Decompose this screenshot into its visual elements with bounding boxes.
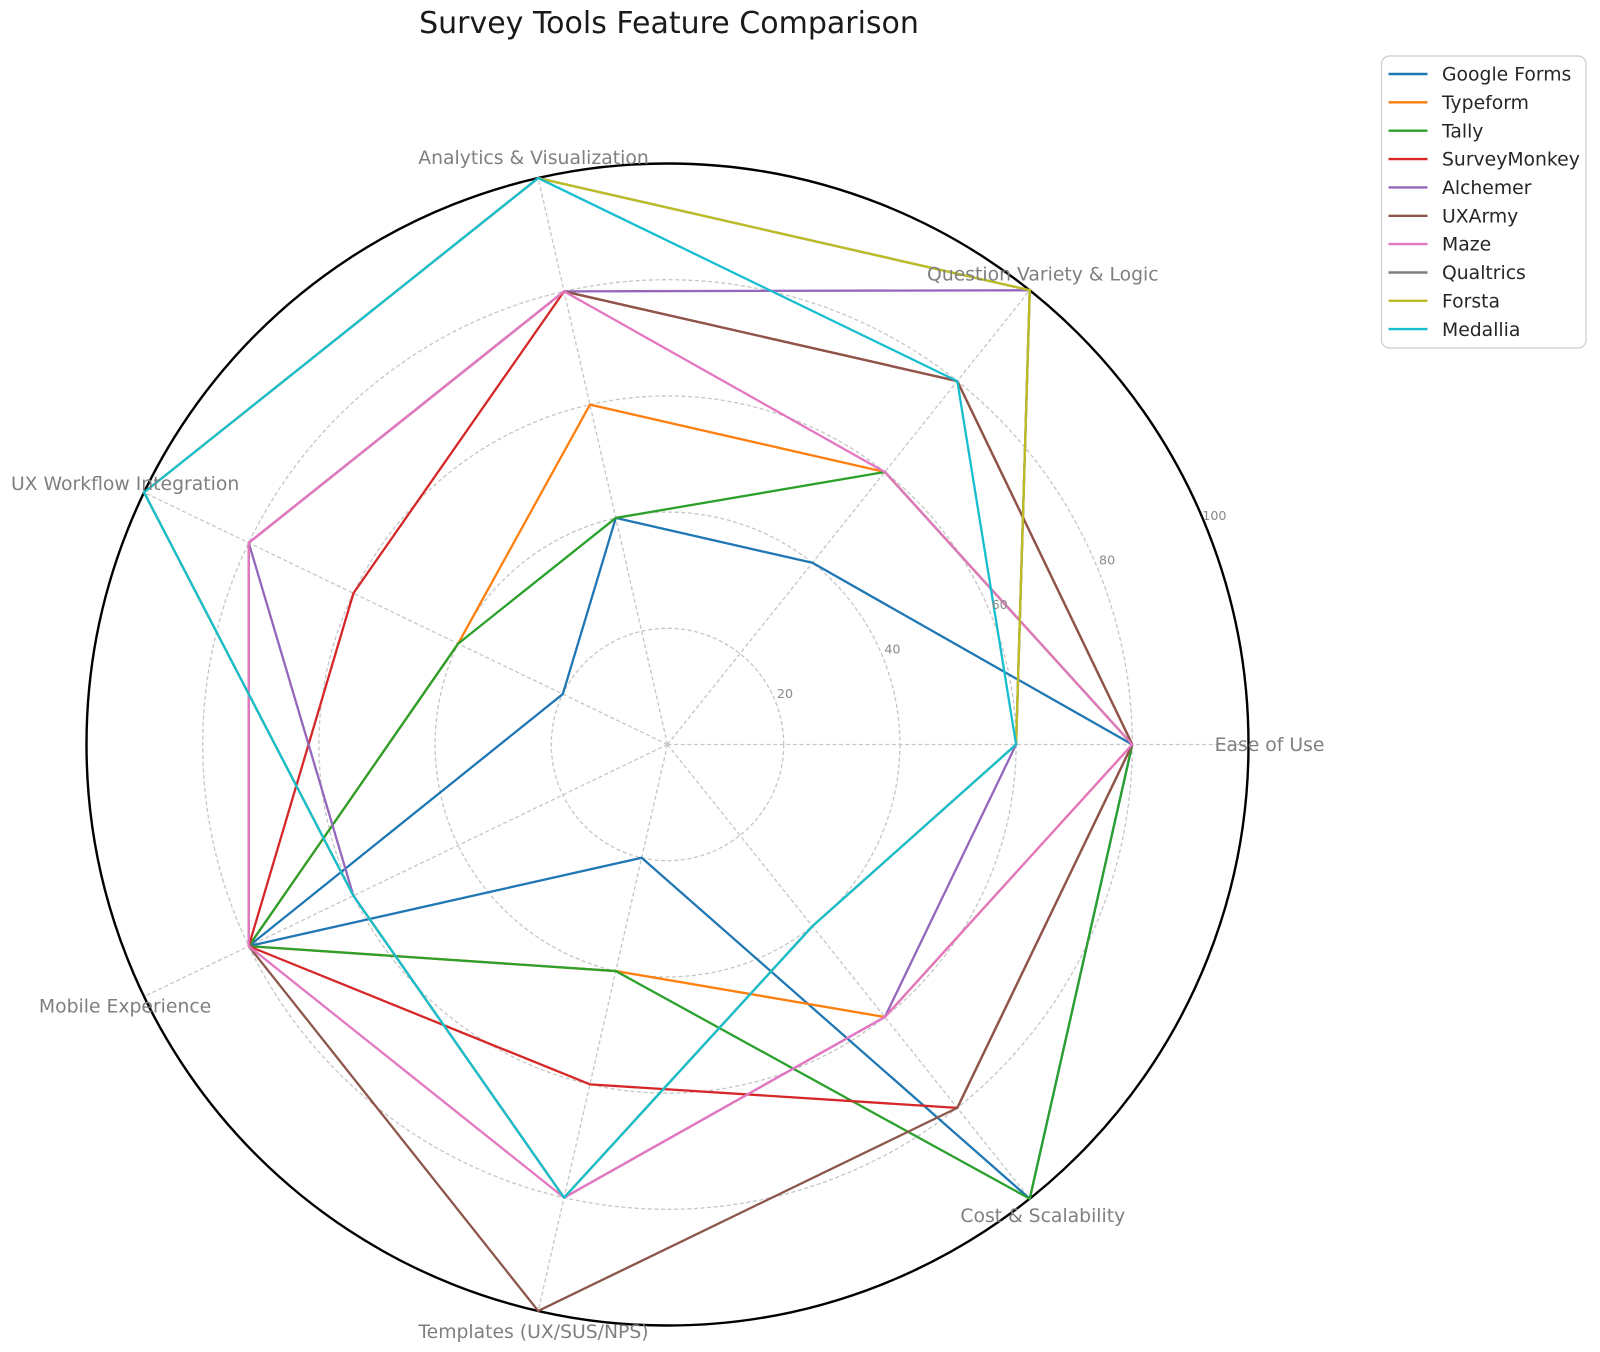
category-label-templates-ux-sus-nps: Templates (UX/SUS/NPS) — [417, 1322, 648, 1343]
series-line-surveymonkey — [247, 290, 1134, 1110]
series-layer — [142, 176, 1134, 1313]
legend-label-qualtrics: Qualtrics — [1442, 263, 1526, 284]
radial-tick-label-40: 40 — [884, 641, 900, 656]
grid-spoke-analytics-visualization — [537, 177, 669, 745]
series-line-forsta — [142, 176, 1031, 1199]
grid-spoke-ux-workflow-integration — [143, 491, 668, 746]
radial-tick-labels: 20 40 60 80 100 — [777, 508, 1227, 701]
legend-label-alchemer: Alchemer — [1442, 178, 1532, 199]
chart-title: Survey Tools Feature Comparison — [419, 6, 919, 41]
series-line-maze — [247, 290, 1134, 1199]
legend-item-alchemer: Alchemer — [1388, 178, 1532, 199]
grid-spoke-mobile-experience — [143, 743, 668, 998]
polar-axis-outline — [85, 162, 1250, 1327]
legend-item-uxarmy: UXArmy — [1388, 206, 1518, 227]
radial-tick-label-80: 80 — [1099, 552, 1115, 567]
radial-tick-label-60: 60 — [992, 597, 1008, 612]
legend-item-medallia: Medallia — [1388, 320, 1520, 341]
category-label-ux-workflow-integration: UX Workflow Integration — [11, 474, 239, 495]
category-labels: Ease of Use Question Variety & Logic Analy… — [11, 148, 1324, 1343]
category-label-question-variety-logic: Question Variety & Logic — [927, 264, 1159, 285]
legend-label-medallia: Medallia — [1442, 320, 1520, 341]
legend-box — [1380, 55, 1587, 349]
radial-tick-label-100: 100 — [1202, 508, 1226, 523]
legend-label-surveymonkey: SurveyMonkey — [1442, 150, 1580, 171]
category-label-analytics-visualization: Analytics & Visualization — [418, 148, 649, 169]
series-line-typeform — [247, 403, 1134, 1019]
legend-item-tally: Tally — [1388, 121, 1483, 142]
category-label-cost-scalability: Cost & Scalability — [960, 1206, 1125, 1227]
radial-tick-label-20: 20 — [777, 686, 793, 701]
category-label-mobile-experience: Mobile Experience — [39, 996, 211, 1017]
series-line-tally — [247, 470, 1134, 1200]
category-label-ease-of-use: Ease of Use — [1215, 735, 1325, 756]
series-line-qualtrics — [142, 176, 1031, 1199]
series-line-google-forms — [247, 516, 1134, 1200]
legend-label-typeform: Typeform — [1441, 93, 1529, 114]
legend-item-google-forms: Google Forms — [1388, 65, 1571, 86]
legend-item-qualtrics: Qualtrics — [1388, 263, 1526, 284]
polar-grid — [85, 162, 1250, 1327]
legend: Google Forms Typeform Tally SurveyMonkey Alc… — [1380, 55, 1587, 349]
legend-label-google-forms: Google Forms — [1442, 65, 1571, 86]
series-line-medallia — [142, 176, 1018, 1199]
legend-label-maze: Maze — [1442, 235, 1491, 256]
grid-spoke-templates-ux-sus-nps — [537, 744, 669, 1312]
grid-spoke-cost-scalability — [666, 744, 1031, 1200]
legend-item-forsta: Forsta — [1388, 291, 1500, 312]
grid-spoke-question-variety-logic — [666, 289, 1031, 745]
legend-item-surveymonkey: SurveyMonkey — [1388, 150, 1580, 171]
legend-label-uxarmy: UXArmy — [1442, 206, 1518, 227]
legend-label-tally: Tally — [1441, 121, 1483, 142]
legend-item-maze: Maze — [1388, 235, 1491, 256]
legend-label-forsta: Forsta — [1442, 291, 1500, 312]
legend-item-typeform: Typeform — [1388, 93, 1529, 114]
series-line-uxarmy — [247, 290, 1134, 1313]
